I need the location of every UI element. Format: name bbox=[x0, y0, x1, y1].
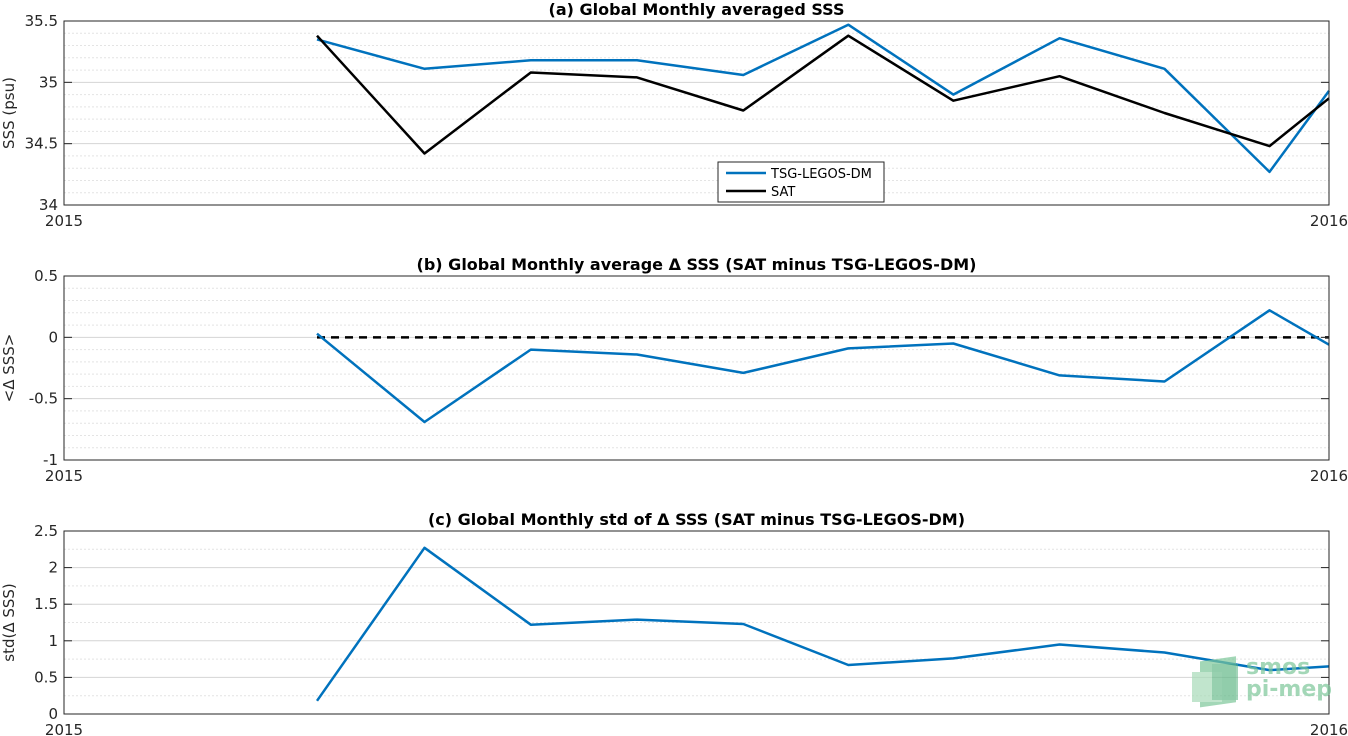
x-tick-label: 2016 bbox=[1310, 212, 1348, 230]
y-tick-label: 34 bbox=[39, 196, 58, 214]
legend: TSG-LEGOS-DM SAT bbox=[717, 161, 885, 203]
axes-frame bbox=[63, 530, 1330, 715]
y-tick-label: 2.5 bbox=[34, 522, 58, 540]
panel-a: 34 34.5 35 35.5 2015 2016 (a) Global Monthly a… bbox=[0, 0, 1348, 230]
y-tick-label: 35 bbox=[39, 73, 58, 91]
x-tick-label: 2016 bbox=[1310, 721, 1348, 736]
y-tick-label: 1 bbox=[48, 632, 58, 650]
x-tick-label: 2015 bbox=[45, 212, 83, 230]
logo-text-pi-mep: pi-mep bbox=[1246, 677, 1332, 702]
y-tick-label: 2 bbox=[48, 559, 58, 577]
x-tick-label: 2015 bbox=[45, 721, 83, 736]
legend-box bbox=[717, 161, 885, 203]
y-tick-label: 35.5 bbox=[25, 12, 58, 30]
chart-title: (c) Global Monthly std of Δ SSS (SAT min… bbox=[428, 510, 965, 529]
y-tick-label: 0.5 bbox=[34, 668, 58, 686]
plot-area bbox=[64, 276, 1329, 460]
chart-title: (a) Global Monthly averaged SSS bbox=[549, 0, 845, 19]
panel-c: 0 0.5 1 1.5 2 2.5 2015 2016 (c) Global Monthly s… bbox=[0, 510, 1348, 736]
y-tick-label: 0.5 bbox=[34, 267, 58, 285]
y-tick-label: -0.5 bbox=[29, 390, 58, 408]
x-tick-label: 2015 bbox=[45, 467, 83, 485]
logo-text-smos: smos bbox=[1246, 655, 1310, 680]
x-tick-label: 2016 bbox=[1310, 467, 1348, 485]
plot-area bbox=[64, 21, 1329, 205]
legend-label-tsg: TSG-LEGOS-DM bbox=[770, 167, 872, 182]
y-axis-label: <Δ SSS> bbox=[0, 334, 18, 403]
y-tick-label: 0 bbox=[48, 705, 58, 723]
smos-pi-mep-logo: smos pi-mep bbox=[1192, 655, 1332, 708]
panel-b: -1 -0.5 0 0.5 2015 2016 (b) Global Monthly ave… bbox=[0, 255, 1348, 485]
axes-frame bbox=[63, 20, 1330, 206]
y-tick-label: 0 bbox=[48, 328, 58, 346]
y-axis-label: SSS (psu) bbox=[0, 77, 18, 149]
chart-title: (b) Global Monthly average Δ SSS (SAT mi… bbox=[417, 255, 977, 274]
logo-mark-icon bbox=[1192, 656, 1238, 708]
axes-frame bbox=[63, 275, 1330, 461]
y-tick-label: 34.5 bbox=[25, 135, 58, 153]
legend-label-sat: SAT bbox=[771, 185, 795, 200]
y-axis-label: std(Δ SSS) bbox=[0, 583, 18, 662]
y-tick-label: 1.5 bbox=[34, 595, 58, 613]
y-tick-label: -1 bbox=[43, 451, 58, 469]
